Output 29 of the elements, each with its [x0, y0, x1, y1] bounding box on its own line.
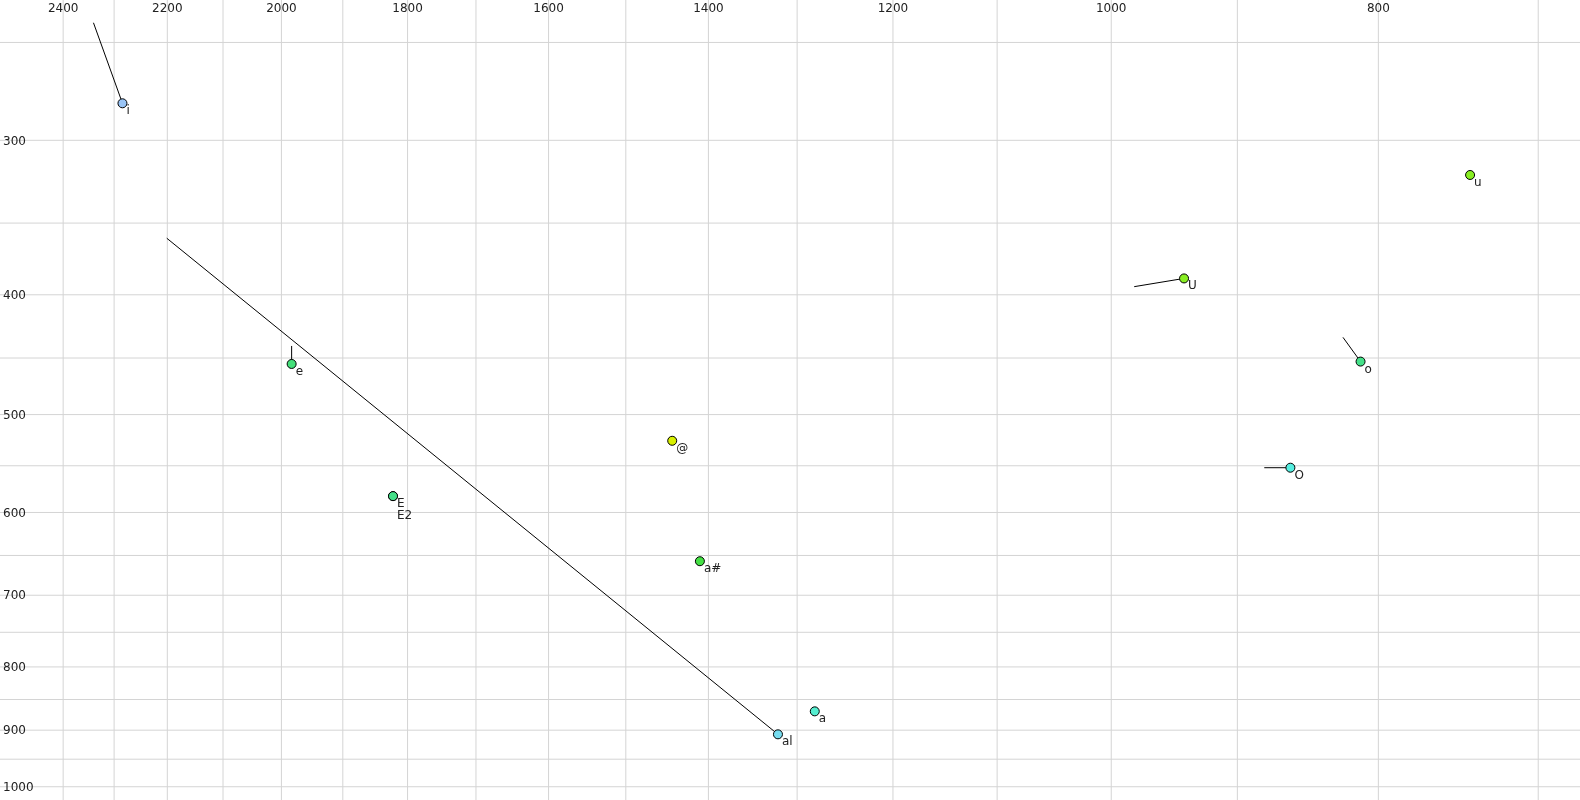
- x-tick-label: 2200: [152, 1, 183, 15]
- series-label: al: [781, 734, 793, 749]
- series-label: @: [676, 440, 689, 455]
- x-tick-label: 2000: [266, 1, 297, 15]
- y-tick-label: 600: [3, 505, 26, 520]
- x-tick-label: 800: [1366, 1, 1390, 15]
- x-tick-label: 2400: [47, 1, 79, 15]
- x-tick-label: 1400: [693, 1, 724, 15]
- series-label: u: [1474, 174, 1482, 189]
- y-tick-label: 900: [3, 723, 26, 738]
- series-label: i: [126, 103, 130, 118]
- series-label: o: [1364, 361, 1372, 376]
- y-tick-label: 500: [3, 407, 26, 422]
- x-tick-label: 1200: [877, 1, 909, 15]
- series-label: a#: [703, 561, 722, 576]
- x-tick-label: 1000: [1095, 1, 1127, 15]
- series-label: E: [397, 496, 405, 511]
- series-label: a: [818, 711, 827, 726]
- series-label: O: [1294, 467, 1304, 482]
- y-tick-label: 1000: [3, 779, 34, 794]
- series-label: e: [295, 363, 304, 378]
- x-tick-label: 1600: [533, 1, 564, 15]
- x-tick-label: 1800: [392, 1, 423, 15]
- series-label: E2: [397, 508, 413, 523]
- y-tick-label: 800: [3, 660, 26, 675]
- y-tick-label: 700: [3, 588, 26, 603]
- y-tick-label: 400: [3, 287, 26, 302]
- y-tick-label: 300: [3, 133, 26, 148]
- series-label: U: [1188, 278, 1197, 293]
